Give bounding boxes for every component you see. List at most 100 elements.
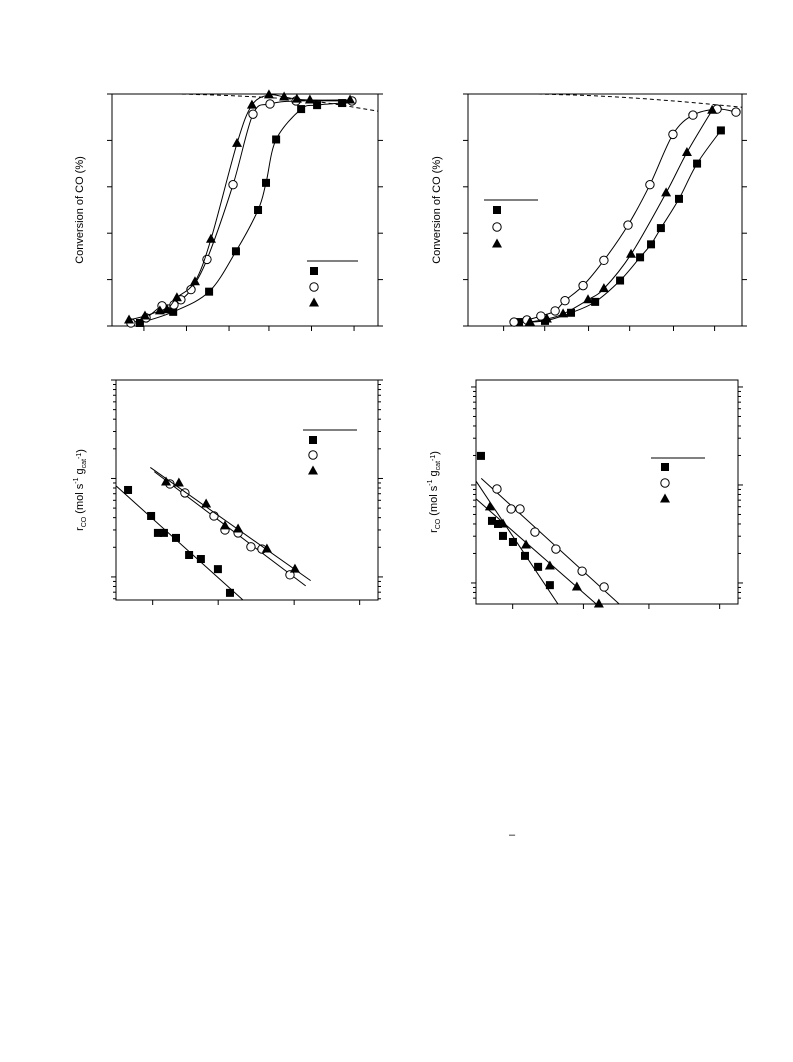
stray-mark: –	[509, 829, 516, 841]
triangle-marker	[171, 292, 182, 302]
y-axis-label: Conversion of CO (%)	[431, 156, 443, 264]
square-marker	[656, 224, 665, 233]
y-axis-label-part: -1	[73, 477, 80, 483]
fit-line	[116, 485, 244, 600]
triangle-marker	[544, 560, 555, 570]
triangle-marker	[173, 477, 184, 487]
legend-marker	[492, 222, 502, 232]
triangle-marker	[205, 233, 216, 243]
circle-marker	[577, 566, 587, 576]
square-marker	[476, 451, 485, 460]
triangle-marker	[304, 94, 315, 104]
legend-marker	[309, 282, 319, 292]
triangle-marker	[661, 187, 672, 197]
circle-marker	[265, 99, 275, 109]
square-marker	[494, 519, 503, 528]
triangle-marker	[233, 523, 244, 533]
triangle-marker	[139, 310, 150, 320]
triangle-marker	[571, 581, 582, 591]
y-axis-label-part: g	[428, 470, 440, 479]
triangle-marker	[124, 314, 135, 324]
y-axis-label: rCO (mol s-1 gcat-1)	[73, 449, 88, 531]
square-marker	[647, 240, 656, 249]
circle-marker	[560, 296, 570, 306]
legend-marker	[309, 297, 319, 307]
square-marker	[196, 555, 205, 564]
y-axis-label-part: -1	[427, 479, 434, 485]
square-marker	[313, 101, 322, 110]
circle-marker	[599, 582, 609, 592]
square-marker	[636, 253, 645, 262]
triangle-marker	[524, 316, 535, 326]
triangle-marker	[558, 308, 569, 318]
fit-line	[480, 477, 620, 604]
legend-marker	[493, 206, 501, 214]
square-marker	[520, 551, 529, 560]
circle-marker	[645, 180, 655, 190]
square-marker	[159, 528, 168, 537]
square-marker	[716, 126, 725, 135]
circle-marker	[551, 544, 561, 554]
legend-marker	[308, 465, 318, 475]
square-marker	[135, 318, 144, 327]
circle-marker	[623, 220, 633, 230]
plot-frame	[467, 93, 743, 327]
y-axis-label-part: (mol s	[74, 483, 86, 517]
triangle-marker	[162, 304, 173, 314]
circle-marker	[506, 504, 516, 514]
square-marker	[297, 105, 306, 114]
triangle-marker	[219, 520, 230, 530]
square-marker	[185, 550, 194, 559]
triangle-marker	[497, 518, 508, 528]
circle-marker	[186, 284, 196, 295]
triangle-marker	[521, 539, 532, 549]
square-marker	[272, 135, 281, 144]
square-marker	[693, 159, 702, 168]
fit-curve	[529, 109, 713, 323]
legend-marker	[661, 463, 669, 471]
circle-marker	[209, 511, 219, 521]
square-marker	[262, 178, 271, 187]
circle-marker	[578, 280, 588, 291]
fit-line	[150, 467, 311, 582]
circle-marker	[668, 129, 678, 140]
legend-marker	[308, 450, 318, 460]
triangle-marker	[484, 501, 495, 511]
circle-marker	[515, 504, 525, 514]
triangle-marker	[707, 104, 718, 114]
y-axis-label-part: r	[428, 529, 440, 533]
y-axis-label: Conversion of CO (%)	[74, 156, 86, 264]
square-marker	[231, 247, 240, 256]
square-marker	[508, 537, 517, 546]
equilibrium-curve	[149, 94, 378, 112]
triangle-marker	[626, 248, 637, 258]
circle-marker	[285, 570, 295, 580]
circle-marker	[248, 109, 258, 119]
y-axis-label-part: -1	[430, 455, 437, 461]
square-marker	[616, 276, 625, 285]
y-axis-label-part: )	[429, 451, 441, 455]
legend-marker	[310, 267, 318, 275]
y-axis-label-part: cat	[435, 461, 442, 470]
equilibrium-curve	[506, 94, 742, 108]
fit-curve	[513, 108, 737, 323]
triangle-marker	[291, 93, 302, 103]
legend-marker	[660, 493, 670, 503]
circle-marker	[509, 317, 519, 327]
triangle-marker	[289, 563, 300, 573]
triangle-marker	[598, 283, 609, 293]
triangle-marker	[541, 313, 552, 323]
fit-curve	[130, 100, 352, 324]
y-axis-label-part: r	[74, 527, 86, 531]
y-axis-label-part: (mol s	[428, 485, 440, 519]
square-marker	[254, 206, 263, 214]
triangle-marker	[593, 598, 604, 608]
circle-marker	[246, 542, 256, 552]
triangle-marker	[263, 89, 274, 99]
square-marker	[534, 562, 543, 571]
square-marker	[487, 516, 496, 525]
circle-marker	[530, 527, 540, 537]
plot-frame	[475, 379, 739, 605]
square-marker	[514, 318, 523, 327]
